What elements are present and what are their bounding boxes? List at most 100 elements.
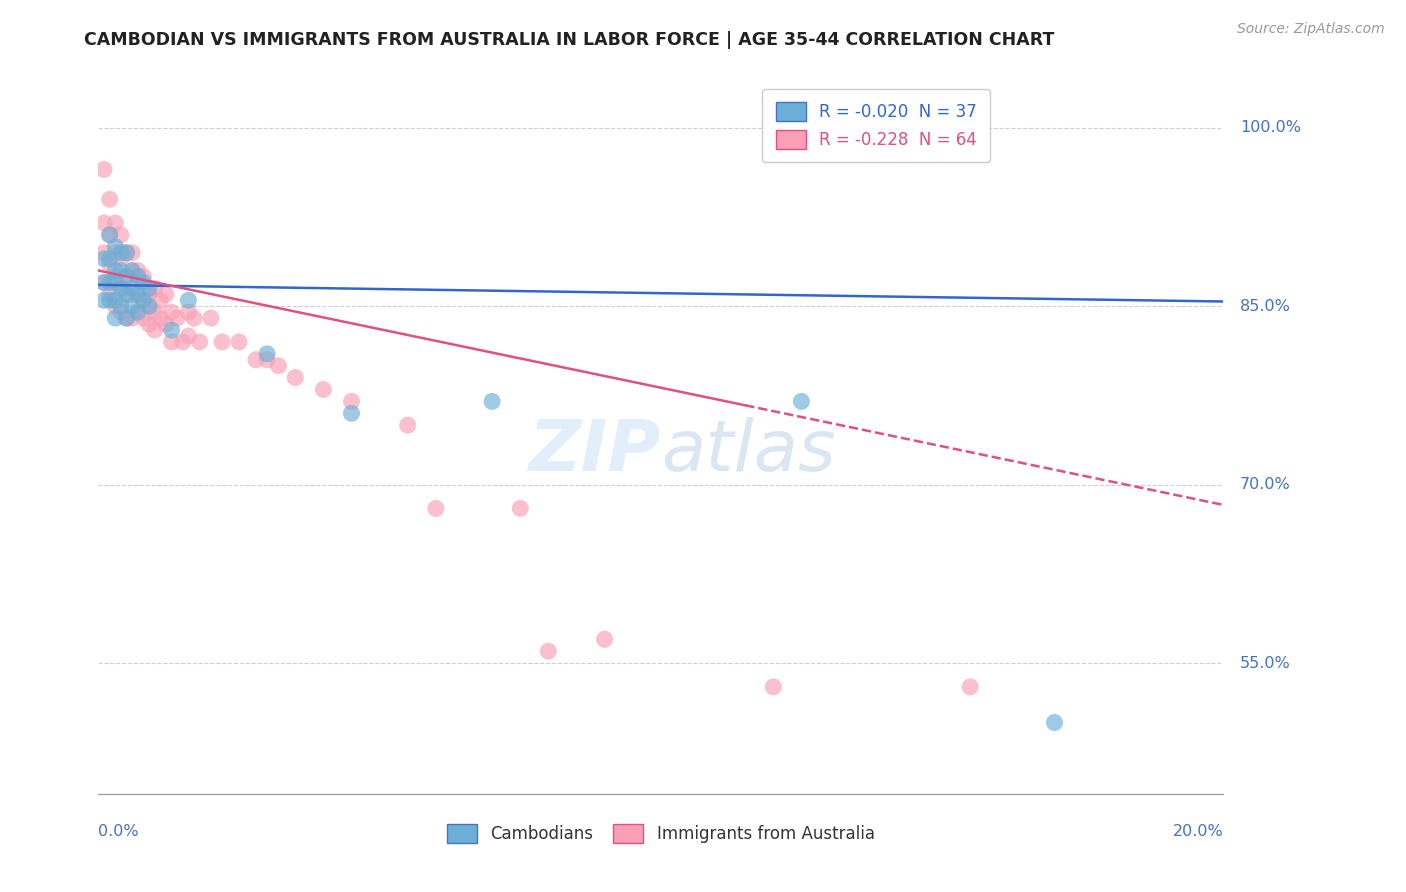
- Point: [509, 501, 531, 516]
- Point: [127, 305, 149, 319]
- Point: [121, 263, 143, 277]
- Point: [256, 352, 278, 367]
- Text: 20.0%: 20.0%: [1173, 823, 1223, 838]
- Point: [340, 394, 363, 409]
- Text: Source: ZipAtlas.com: Source: ZipAtlas.com: [1237, 22, 1385, 37]
- Point: [481, 394, 503, 409]
- Point: [132, 269, 155, 284]
- Point: [104, 311, 127, 326]
- Point: [104, 293, 127, 308]
- Point: [132, 311, 155, 326]
- Point: [98, 258, 121, 272]
- Point: [149, 311, 172, 326]
- Point: [177, 305, 200, 319]
- Point: [110, 245, 132, 260]
- Point: [121, 245, 143, 260]
- Point: [267, 359, 290, 373]
- Point: [93, 162, 115, 177]
- Point: [177, 329, 200, 343]
- Point: [93, 293, 115, 308]
- Point: [104, 245, 127, 260]
- Point: [115, 269, 138, 284]
- Point: [256, 347, 278, 361]
- Point: [790, 394, 813, 409]
- Point: [93, 276, 115, 290]
- Point: [138, 287, 160, 301]
- Point: [132, 276, 155, 290]
- Point: [121, 287, 143, 301]
- Point: [155, 287, 177, 301]
- Point: [127, 269, 149, 284]
- Point: [115, 245, 138, 260]
- Text: 100.0%: 100.0%: [1240, 120, 1301, 136]
- Point: [138, 299, 160, 313]
- Point: [127, 287, 149, 301]
- Point: [172, 334, 194, 349]
- Text: ZIP: ZIP: [529, 417, 661, 486]
- Point: [115, 245, 138, 260]
- Point: [138, 281, 160, 295]
- Text: 0.0%: 0.0%: [98, 823, 139, 838]
- Point: [115, 287, 138, 301]
- Point: [593, 632, 616, 647]
- Point: [104, 240, 127, 254]
- Point: [93, 216, 115, 230]
- Point: [160, 323, 183, 337]
- Point: [98, 293, 121, 308]
- Point: [104, 269, 127, 284]
- Text: CAMBODIAN VS IMMIGRANTS FROM AUSTRALIA IN LABOR FORCE | AGE 35-44 CORRELATION CH: CAMBODIAN VS IMMIGRANTS FROM AUSTRALIA I…: [84, 31, 1054, 49]
- Point: [93, 276, 115, 290]
- Point: [127, 287, 149, 301]
- Point: [98, 276, 121, 290]
- Point: [177, 293, 200, 308]
- Point: [138, 299, 160, 313]
- Point: [245, 352, 267, 367]
- Point: [98, 227, 121, 242]
- Point: [110, 281, 132, 295]
- Point: [160, 334, 183, 349]
- Point: [121, 263, 143, 277]
- Point: [98, 227, 121, 242]
- Point: [149, 293, 172, 308]
- Point: [98, 192, 121, 206]
- Point: [115, 311, 138, 326]
- Point: [110, 281, 132, 295]
- Point: [93, 252, 115, 266]
- Point: [143, 281, 166, 295]
- Point: [396, 418, 419, 433]
- Point: [166, 311, 188, 326]
- Text: 70.0%: 70.0%: [1240, 477, 1291, 492]
- Text: atlas: atlas: [661, 417, 835, 486]
- Point: [132, 293, 155, 308]
- Point: [211, 334, 233, 349]
- Point: [155, 317, 177, 331]
- Point: [110, 227, 132, 242]
- Point: [228, 334, 250, 349]
- Point: [98, 287, 121, 301]
- Point: [127, 305, 149, 319]
- Point: [115, 311, 138, 326]
- Point: [183, 311, 205, 326]
- Point: [138, 317, 160, 331]
- Point: [127, 263, 149, 277]
- Point: [115, 269, 138, 284]
- Point: [143, 323, 166, 337]
- Point: [425, 501, 447, 516]
- Point: [121, 311, 143, 326]
- Point: [110, 305, 132, 319]
- Text: 55.0%: 55.0%: [1240, 656, 1291, 671]
- Point: [121, 299, 143, 313]
- Point: [115, 287, 138, 301]
- Point: [188, 334, 211, 349]
- Point: [160, 305, 183, 319]
- Point: [132, 293, 155, 308]
- Point: [93, 245, 115, 260]
- Point: [110, 252, 132, 266]
- Point: [284, 370, 307, 384]
- Point: [98, 252, 121, 266]
- Point: [104, 263, 127, 277]
- Point: [312, 383, 335, 397]
- Text: 85.0%: 85.0%: [1240, 299, 1291, 314]
- Point: [104, 276, 127, 290]
- Point: [762, 680, 785, 694]
